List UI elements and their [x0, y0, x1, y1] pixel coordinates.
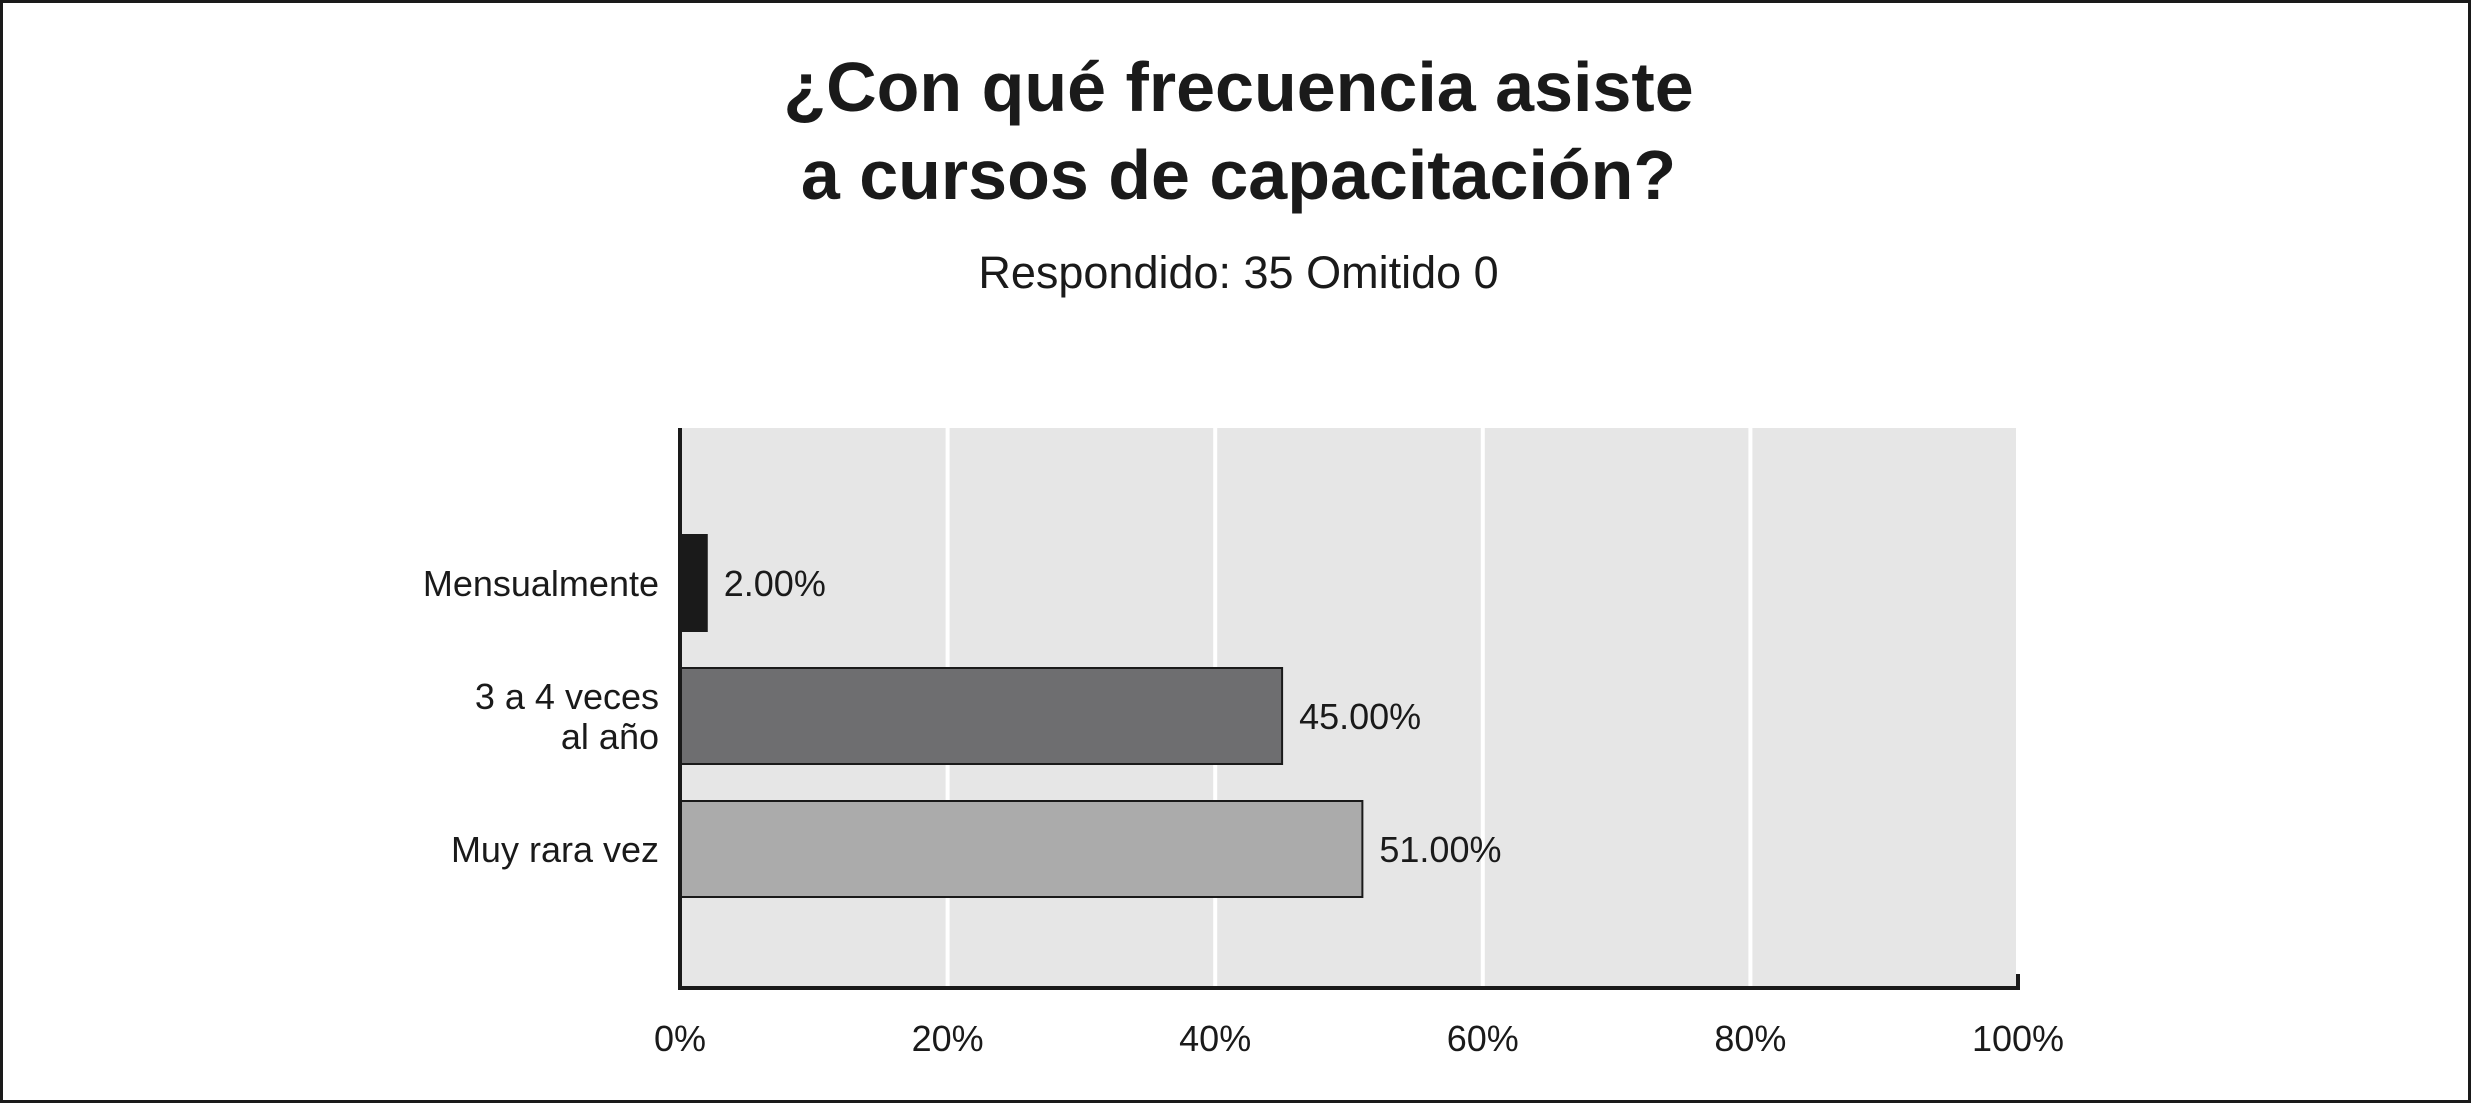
chart-title-line-1: ¿Con qué frecuencia asiste	[783, 48, 1694, 126]
x-tick-label-100: 100%	[1972, 1018, 2064, 1059]
bar-1	[679, 667, 1284, 765]
category-label-1-0: 3 a 4 veces	[475, 676, 659, 717]
bar-2	[679, 800, 1364, 898]
x-tick-label-40: 40%	[1179, 1018, 1251, 1059]
x-tick-label-0: 0%	[654, 1018, 706, 1059]
data-label-0: 2.00%	[724, 563, 826, 604]
data-label-2: 51.00%	[1379, 829, 1501, 870]
x-tick-label-20: 20%	[912, 1018, 984, 1059]
data-labels: 2.00% 45.00% 51.00%	[724, 563, 1502, 870]
axes	[678, 428, 2020, 990]
x-tick-label-60: 60%	[1447, 1018, 1519, 1059]
chart-title: ¿Con qué frecuencia asiste a cursos de c…	[3, 43, 2471, 219]
category-label-2-0: Muy rara vez	[451, 829, 659, 870]
x-tick-labels: 0% 20% 40% 60% 80% 100%	[654, 1018, 2064, 1059]
category-label-0-0: Mensualmente	[423, 563, 659, 604]
x-tick-label-80: 80%	[1714, 1018, 1786, 1059]
bar-0	[679, 534, 708, 632]
data-label-1: 45.00%	[1299, 696, 1421, 737]
bars	[679, 534, 1364, 898]
category-label-1-1: al año	[561, 716, 659, 757]
chart-title-line-2: a cursos de capacitación?	[800, 136, 1677, 214]
chart-subtitle: Respondido: 35 Omitido 0	[978, 247, 1499, 298]
